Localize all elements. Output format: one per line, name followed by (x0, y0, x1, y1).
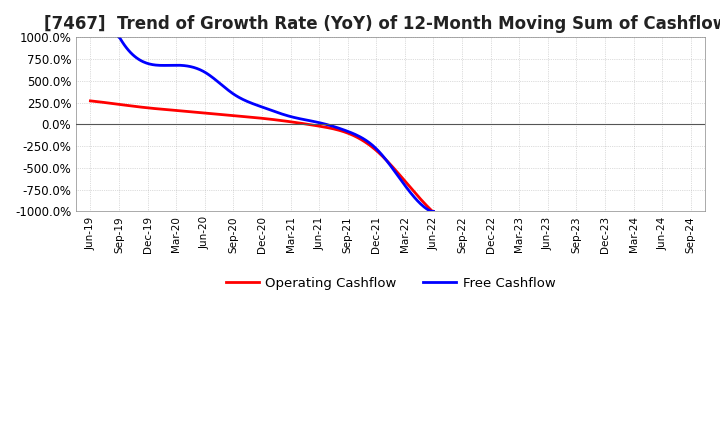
Operating Cashflow (87, 99, 96, 104)
Line: Free Cashflow: Free Cashflow (119, 37, 433, 212)
Line: Operating Cashflow: Operating Cashflow (91, 101, 433, 212)
Free Cashflow (301, 117, 310, 122)
Free Cashflow (116, 36, 125, 41)
Operating Cashflow (86, 98, 95, 103)
Free Cashflow (429, 209, 438, 214)
Operating Cashflow (289, 120, 298, 125)
Free Cashflow (114, 35, 123, 40)
Legend: Operating Cashflow, Free Cashflow: Operating Cashflow, Free Cashflow (220, 272, 561, 295)
Operating Cashflow (397, 174, 405, 180)
Operating Cashflow (429, 209, 438, 214)
Operating Cashflow (375, 151, 384, 156)
Free Cashflow (302, 117, 310, 123)
Operating Cashflow (290, 120, 299, 125)
Free Cashflow (400, 182, 408, 187)
Free Cashflow (427, 209, 436, 214)
Free Cashflow (307, 118, 316, 124)
Free Cashflow (379, 155, 388, 160)
Title: [7467]  Trend of Growth Rate (YoY) of 12-Month Moving Sum of Cashflows: [7467] Trend of Growth Rate (YoY) of 12-… (43, 15, 720, 33)
Operating Cashflow (296, 121, 305, 126)
